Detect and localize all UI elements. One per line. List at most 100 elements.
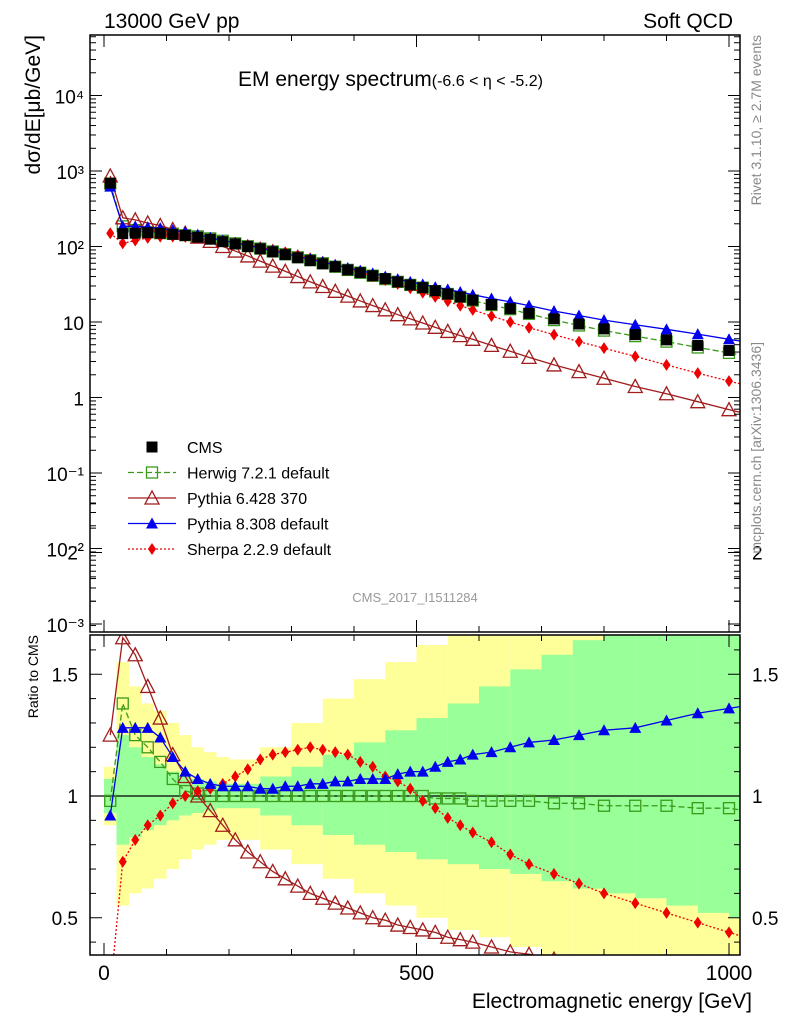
sherpa-main-point bbox=[550, 328, 558, 341]
sherpa-ratio-point bbox=[143, 819, 152, 832]
herwig-ratio-point bbox=[379, 789, 392, 803]
sherpa-main-point bbox=[468, 303, 477, 316]
pythia-ratio-point bbox=[629, 721, 642, 733]
herwig-ratio-point bbox=[141, 741, 154, 754]
herwig-ratio-point bbox=[441, 792, 454, 805]
pythia-ratio-point bbox=[504, 741, 517, 753]
main-y-tick-label: 10 bbox=[63, 314, 84, 335]
pythia-ratio-point bbox=[304, 777, 317, 789]
pythia-ratio-point bbox=[204, 777, 217, 789]
cms-main-point bbox=[142, 227, 154, 239]
ratio-ylabel: Ratio to CMS bbox=[25, 635, 41, 718]
pythia-ratio-point bbox=[302, 885, 319, 901]
pythia-ratio-point bbox=[352, 904, 369, 920]
pythia-main-point bbox=[327, 282, 344, 298]
pythia-main-line bbox=[109, 175, 740, 413]
herwig-ratio-point bbox=[391, 789, 404, 803]
sherpa-ratio-point bbox=[231, 770, 240, 783]
ratio-y-tick-label-left: 2 bbox=[67, 544, 78, 565]
sherpa-ratio-point bbox=[181, 790, 190, 802]
pythia-ratio-point bbox=[366, 772, 379, 784]
sherpa-ratio-point bbox=[331, 746, 340, 759]
pythia-ratio-point bbox=[466, 748, 479, 760]
sherpa-ratio-point bbox=[575, 877, 583, 890]
pythia-main-point bbox=[598, 314, 610, 326]
pythia-ratio-point bbox=[129, 721, 142, 733]
pythia-ratio-point bbox=[723, 702, 735, 714]
pythia-ratio-point bbox=[379, 772, 392, 784]
pythia-main-point bbox=[464, 330, 481, 346]
herwig-ratio-point bbox=[691, 802, 704, 815]
sherpa-ratio-point bbox=[156, 809, 165, 822]
cms-main-point bbox=[329, 261, 341, 273]
pythia-ratio-point bbox=[754, 697, 766, 708]
pythia-ratio-point bbox=[141, 721, 154, 733]
ratio-y-tick-label-left: 1.5 bbox=[52, 665, 78, 686]
pythia-main-line bbox=[109, 186, 740, 342]
pythia-ratio-point bbox=[277, 870, 294, 886]
cms-main-point bbox=[317, 258, 329, 270]
pythia-main-point bbox=[689, 393, 706, 409]
pythia-ratio-point bbox=[485, 746, 498, 758]
main-panel-series bbox=[102, 167, 740, 417]
main-y-tick-label: 10⁻¹ bbox=[47, 465, 85, 486]
cms-main-point bbox=[192, 231, 204, 243]
pythia-ratio-point bbox=[364, 909, 381, 925]
cms-main-point bbox=[454, 291, 466, 303]
pythia-ratio-point bbox=[573, 729, 585, 741]
main-y-tick-label: 10⁻² bbox=[47, 541, 85, 562]
rivet-label: Rivet 3.1.10, ≥ 2.7M events bbox=[748, 35, 764, 205]
pythia-ratio-point bbox=[116, 721, 129, 733]
cms-main-point bbox=[304, 255, 316, 267]
legend-label: Sherpa 2.2.9 default bbox=[187, 542, 332, 559]
legend: CMS Herwig 7.2.1 default Pythia 6.428 370 P… bbox=[128, 440, 332, 559]
pythia-main-point bbox=[545, 356, 563, 372]
band-green-bin bbox=[729, 635, 740, 918]
pythia-main-point bbox=[627, 378, 644, 394]
pythia-main-point bbox=[629, 318, 642, 330]
legend-marker bbox=[146, 441, 158, 453]
ratio-y-tick-label-right: 0.5 bbox=[752, 909, 778, 930]
main-y-tick-label: 10² bbox=[57, 239, 84, 260]
herwig-ratio-point bbox=[329, 789, 342, 803]
legend-marker bbox=[145, 466, 159, 479]
sherpa-main-point bbox=[575, 335, 583, 348]
band-green-bin bbox=[154, 764, 167, 826]
pythia-main-point bbox=[289, 268, 306, 284]
cms-main-point bbox=[598, 323, 610, 335]
pythia-main-point bbox=[314, 278, 331, 294]
pythia-main-point bbox=[660, 323, 673, 335]
sherpa-main-point bbox=[487, 310, 496, 323]
herwig-ratio-point bbox=[166, 772, 179, 786]
cms-main-point bbox=[573, 318, 585, 330]
band-green-bin bbox=[635, 635, 667, 899]
cms-main-point bbox=[254, 243, 266, 255]
pythia-ratio-point bbox=[189, 787, 206, 803]
herwig-ratio-point bbox=[660, 799, 673, 812]
pythia-ratio-point bbox=[441, 755, 454, 767]
sherpa-ratio-point bbox=[725, 926, 733, 939]
pythia-ratio-point bbox=[597, 959, 611, 972]
cms-main-point bbox=[129, 227, 141, 239]
ratio-panel-series bbox=[90, 635, 766, 997]
pythia-ratio-point bbox=[154, 731, 167, 743]
cms-main-point bbox=[467, 294, 479, 306]
pythia-ratio-point bbox=[429, 760, 442, 772]
pythia-main-point bbox=[302, 273, 319, 289]
pythia-main-point bbox=[427, 318, 444, 334]
cms-main-point bbox=[442, 288, 454, 300]
pythia-ratio-point bbox=[252, 853, 269, 869]
band-green-bin bbox=[572, 640, 604, 889]
sherpa-main-point bbox=[693, 367, 702, 380]
cms-main-point bbox=[267, 246, 279, 258]
cms-main-point bbox=[661, 334, 672, 346]
sherpa-ratio-point bbox=[662, 906, 671, 919]
pythia-main-point bbox=[239, 247, 256, 263]
sherpa-ratio-point bbox=[106, 985, 114, 997]
pythia-ratio-point bbox=[504, 943, 517, 955]
cms-main-point bbox=[179, 229, 191, 241]
pythia-ratio-point bbox=[166, 751, 179, 763]
herwig-ratio-point bbox=[454, 792, 467, 805]
pythia-ratio-point bbox=[691, 967, 705, 980]
pythia-ratio-point bbox=[389, 916, 406, 932]
